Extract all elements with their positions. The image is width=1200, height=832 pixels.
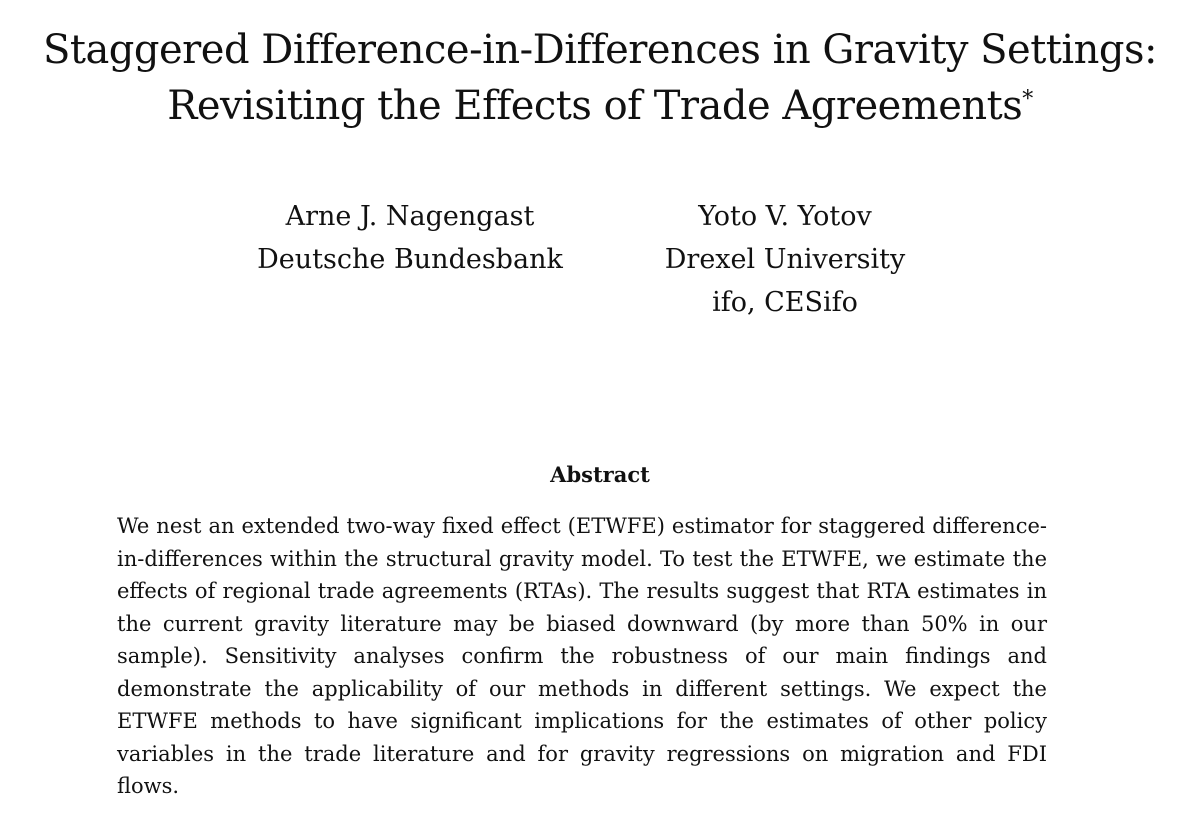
author-block-yotov: Yoto V. Yotov Drexel University ifo, CES… (620, 195, 950, 324)
author-name: Yoto V. Yotov (698, 201, 872, 232)
title-footnote-mark: * (1022, 87, 1033, 112)
abstract-heading: Abstract (550, 462, 650, 487)
author-affiliation: Deutsche Bundesbank (257, 244, 563, 275)
paper-title-line-1: Staggered Difference-in-Differences in G… (42, 27, 1158, 73)
author-name: Arne J. Nagengast (285, 201, 535, 232)
abstract-text: We nest an extended two-way fixed effect… (117, 514, 1047, 798)
paper-title: Staggered Difference-in-Differences in G… (0, 22, 1200, 134)
author-affiliation: ifo, CESifo (712, 287, 858, 318)
paper-title-line-2: Revisiting the Effects of Trade Agreemen… (167, 83, 1023, 129)
author-affiliation: Drexel University (664, 244, 906, 275)
author-block-nagengast: Arne J. Nagengast Deutsche Bundesbank (230, 195, 590, 281)
